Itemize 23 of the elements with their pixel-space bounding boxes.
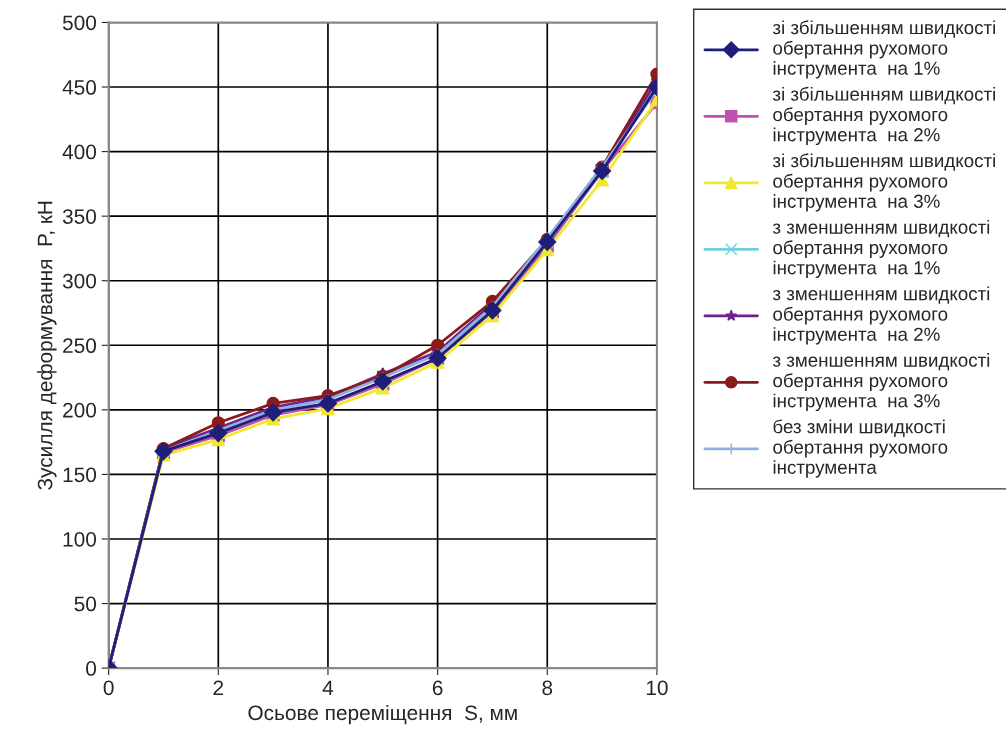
y-tick-label: 150	[63, 467, 97, 483]
y-tick-label: 300	[62, 273, 97, 289]
x-axis-title: Осьове переміщення S, мм	[248, 704, 517, 725]
legend-label: з зменшенням швидкості обертання рухомого інструмента на 1%	[772, 220, 990, 279]
y-tick-label: 500	[62, 15, 97, 31]
legend-label: без зміни швидкості обертання рухомого інструмента	[773, 419, 948, 478]
y-tick-label: 50	[74, 596, 97, 612]
x-tick-label: 8	[542, 680, 553, 696]
legend-label: з зменшенням швидкості обертання рухомого інструмента на 3%	[772, 353, 990, 412]
y-axis-title: Зусилля деформування P, кН	[37, 201, 57, 490]
legend-label: зі збільшенням швидкості обертання рухомого інструмента на 2%	[772, 86, 995, 146]
x-tick-label: 2	[213, 680, 224, 696]
x-tick-label: 6	[432, 680, 443, 696]
y-tick-label: 250	[63, 338, 97, 354]
x-tick-label: 4	[322, 680, 334, 696]
y-tick-label: 400	[62, 144, 97, 160]
y-tick-label: 350	[62, 209, 97, 224]
x-tick-label: 10	[646, 680, 668, 696]
y-tick-label: 100	[63, 531, 97, 547]
y-tick-label: 450	[62, 80, 97, 95]
y-tick-label: 0	[86, 661, 97, 676]
y-tick-label: 200	[63, 402, 97, 418]
x-tick-label: 0	[103, 680, 114, 696]
